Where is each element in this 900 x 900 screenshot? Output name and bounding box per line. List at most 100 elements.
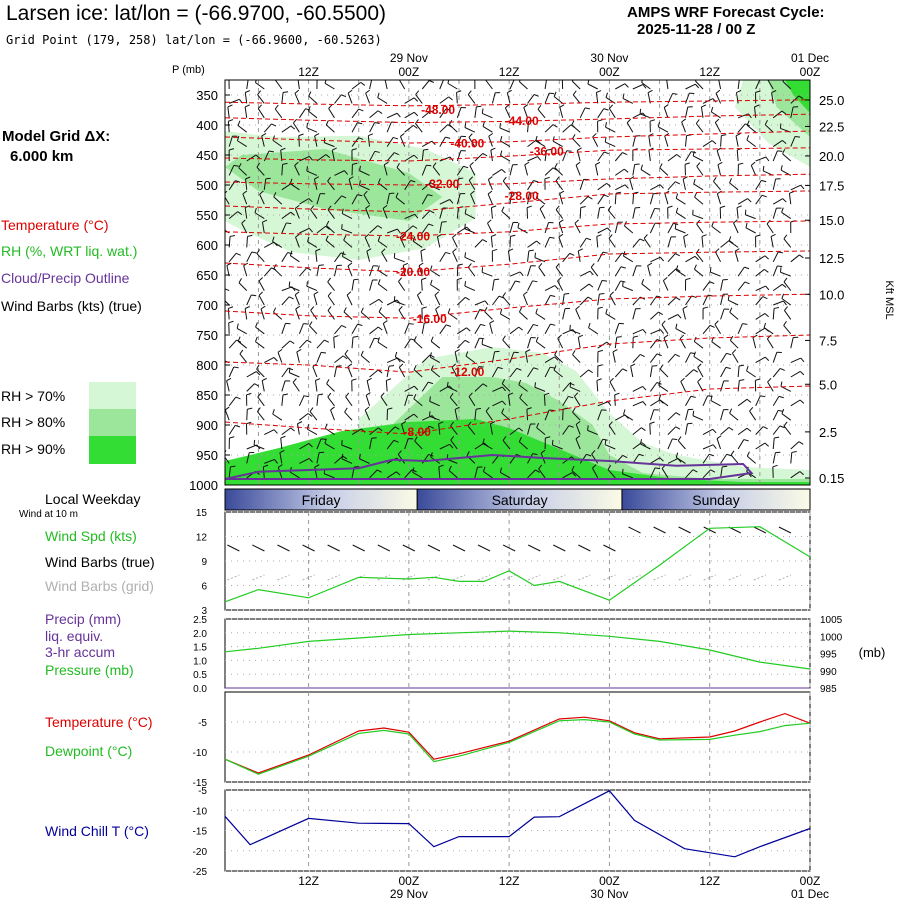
wind-barb (667, 223, 674, 234)
wind-barb-flag (272, 409, 275, 415)
wind-barb-flag (760, 395, 766, 398)
wind-barb (257, 108, 265, 119)
temperature-contour-label: -8.00 (404, 425, 432, 439)
top-date-label: 29 Nov (390, 51, 428, 65)
wind-barb-flag (609, 291, 614, 296)
wind-barb (490, 236, 493, 248)
wind-barb (553, 96, 563, 104)
wind-barb-flag (750, 161, 756, 166)
wind-barb (692, 415, 704, 421)
wind-barb (666, 80, 669, 90)
wind-barb (632, 135, 636, 147)
wind-barb (386, 357, 398, 364)
wind-barb (720, 380, 725, 392)
wind-barb (369, 369, 379, 378)
wind-barb (435, 309, 441, 320)
wind-barb-flag (255, 371, 261, 376)
pressure-tick-label: 800 (196, 358, 218, 373)
wind-barb (579, 207, 582, 219)
wind-barb (681, 121, 686, 133)
wind-barb (518, 384, 528, 392)
wind-barb-flag (549, 236, 555, 239)
wind-barb-flag (720, 205, 726, 209)
wind-barb-flag (544, 176, 550, 180)
wind-barb (755, 313, 766, 320)
wind-barb (745, 227, 756, 234)
legend-cloud-outline: Cloud/Precip Outline (1, 270, 130, 286)
wind-barb (386, 193, 390, 205)
wind-barb (499, 127, 511, 133)
wind-barb (309, 411, 318, 421)
wind-barb (316, 225, 326, 234)
wind-barb (694, 268, 704, 277)
wind-barb (316, 154, 327, 162)
wind-barb (404, 469, 413, 479)
wind-barb-flag (539, 205, 545, 210)
wind-barb (344, 353, 353, 363)
wind-barb (755, 255, 766, 263)
wind-barb-flag (712, 428, 717, 434)
wind-barb-flag (538, 464, 543, 470)
wind-barb (737, 365, 740, 378)
wind-tick-label: 3 (201, 606, 207, 617)
wind-barb-flag (777, 265, 783, 268)
wind-barb-flag (685, 277, 691, 281)
wind-barb (281, 296, 290, 306)
wind-barb (554, 354, 563, 363)
wind-barb (720, 409, 724, 421)
wind-barb-flag (315, 248, 321, 252)
wind-barb-flag (714, 320, 719, 325)
wind-barb-flag (387, 407, 393, 410)
wind-barb (597, 409, 602, 421)
wind-barb (755, 180, 762, 191)
wind-barb (780, 271, 791, 277)
wind-barb (327, 180, 335, 191)
wind-barb-flag (502, 386, 507, 392)
wind-barb-flag (482, 239, 488, 243)
wind-barb-flag (550, 323, 556, 326)
wind-barb (289, 471, 300, 479)
wind-barb (544, 237, 551, 248)
wind-barb-flag (468, 392, 473, 397)
wind-barb-flag (762, 296, 768, 300)
wind-barb-flag (225, 450, 227, 453)
wind-barb (536, 197, 546, 205)
wind-barb (263, 123, 272, 133)
height-tick-label: 0.15 (819, 471, 844, 486)
wind-barb (609, 295, 616, 306)
wind-barb (715, 251, 722, 263)
wind-barb (509, 193, 512, 205)
wind-barb-flag (394, 152, 399, 156)
wind-barb (289, 372, 300, 378)
wind-barb (702, 469, 711, 479)
wind-barb-flag (454, 349, 460, 353)
wind-barb (622, 286, 634, 292)
wind-barb-flag (656, 353, 662, 357)
temperature-contour (225, 130, 810, 144)
wind-barb (281, 252, 289, 263)
wind-barb-flag (445, 324, 452, 327)
wind-barb-flag (555, 176, 560, 182)
wind-barb (334, 195, 343, 205)
wind-barb-flag (273, 357, 278, 362)
wind-barb (527, 94, 535, 104)
wind-barb (381, 252, 388, 263)
wind-barb-flag (289, 250, 293, 256)
wind-barb (344, 411, 353, 421)
wind-barb (386, 426, 396, 435)
wind-barb (592, 136, 599, 147)
wind-barb (608, 108, 616, 119)
wind-barb-flag (674, 353, 680, 357)
temperature-label: Temperature (°C) (45, 714, 153, 730)
wind-barb (502, 296, 511, 306)
wind-barb-flag (288, 367, 294, 371)
precip-tick-label: 2.0 (193, 629, 207, 640)
forecast-cycle-value: 2025-11-28 / 00 Z (637, 21, 756, 38)
wind-barb-flag (341, 195, 347, 199)
wind-barb (632, 401, 644, 407)
legend-rh: RH (%, WRT liq. wat.) (1, 243, 138, 259)
wind-barb (632, 427, 642, 435)
wind-barb (562, 425, 570, 435)
wind-barb-flag (377, 279, 381, 285)
wind-barb-flag (382, 204, 388, 209)
